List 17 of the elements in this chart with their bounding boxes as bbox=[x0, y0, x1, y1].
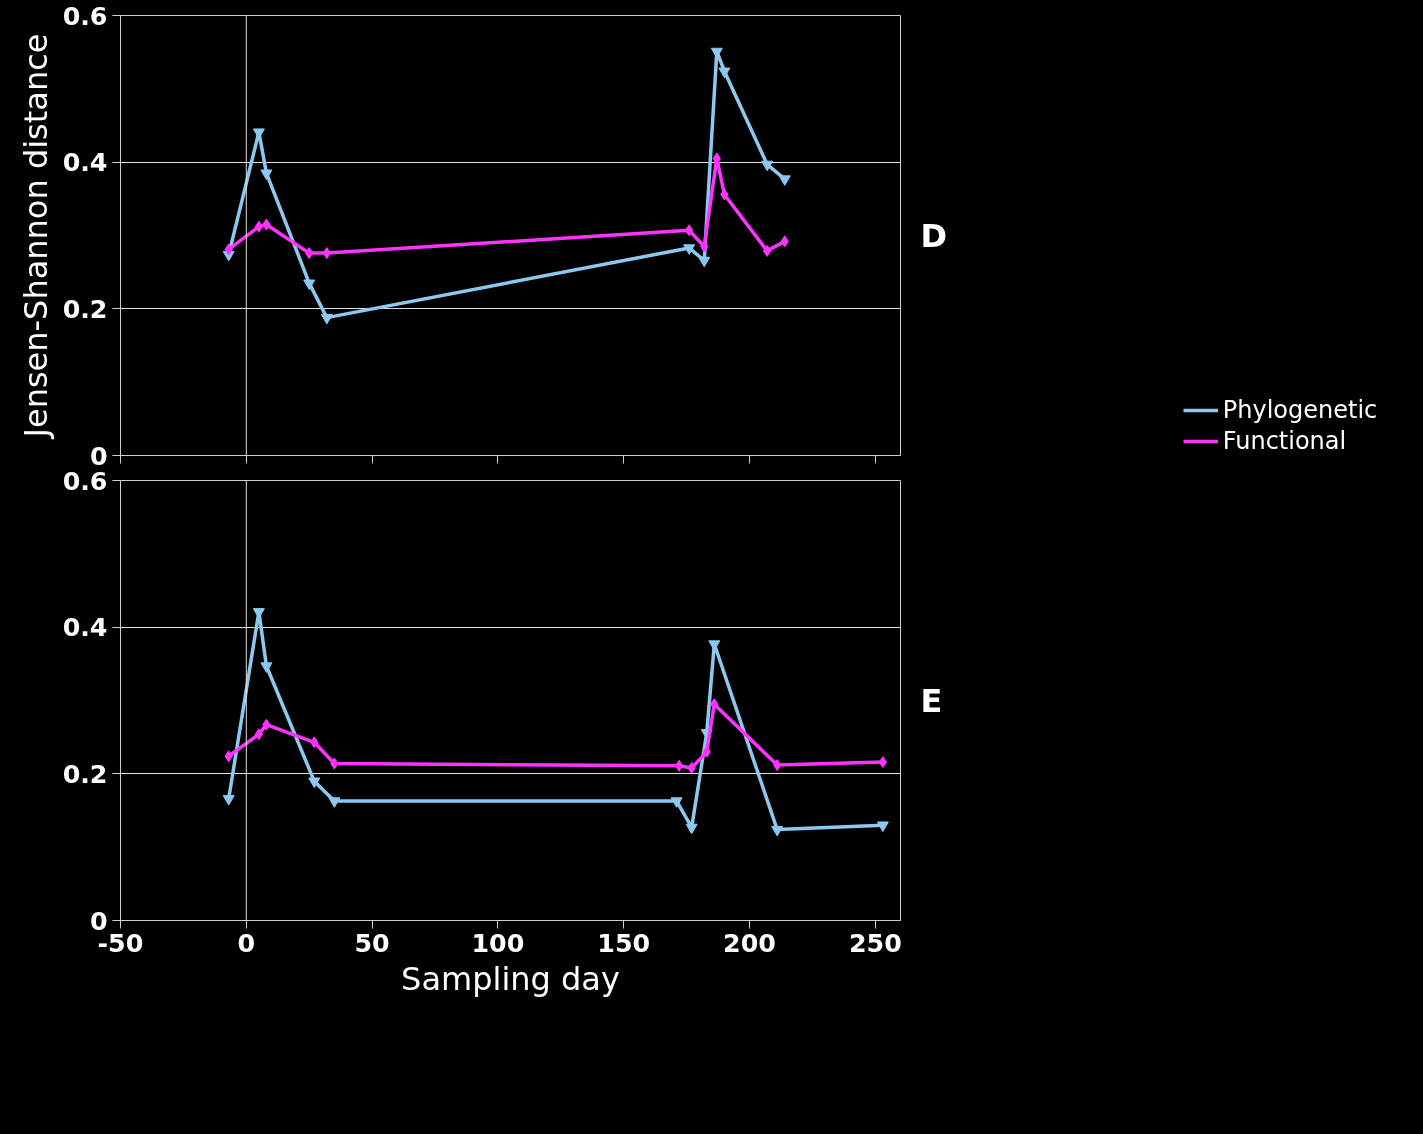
x-tick-label: 0 bbox=[237, 927, 256, 958]
text: E bbox=[920, 681, 943, 720]
text: D bbox=[920, 216, 948, 255]
y-tick-label: 0.6 bbox=[62, 0, 108, 31]
y-tick-label: 0.4 bbox=[62, 612, 108, 643]
x-tick-label: 250 bbox=[848, 927, 902, 958]
y-tick-label: 0.2 bbox=[62, 758, 108, 789]
y-tick-label: 0.2 bbox=[62, 293, 108, 324]
legend-label: Functional bbox=[1222, 427, 1347, 455]
x-tick-label: 100 bbox=[471, 927, 525, 958]
x-tick-label: 200 bbox=[723, 927, 776, 958]
y-axis-title: Jensen-Shannon distance bbox=[16, 33, 55, 440]
x-tick-label: 150 bbox=[597, 927, 651, 958]
x-axis-title: Sampling day bbox=[401, 959, 620, 998]
x-tick-label: 50 bbox=[354, 927, 390, 958]
legend-label: Phylogenetic bbox=[1222, 396, 1378, 424]
y-tick-label: 0.4 bbox=[62, 147, 108, 178]
